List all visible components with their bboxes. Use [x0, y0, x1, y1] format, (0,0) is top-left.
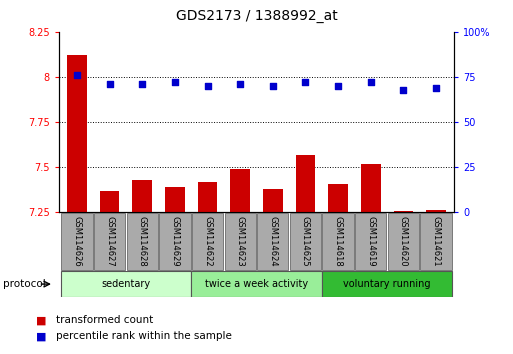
Text: GSM114626: GSM114626 [72, 216, 82, 267]
Text: twice a week activity: twice a week activity [205, 279, 308, 289]
Bar [127, 213, 158, 270]
Bar [225, 213, 256, 270]
Bar [94, 213, 125, 270]
Bar [165, 187, 185, 212]
Bar [192, 213, 223, 270]
Text: GDS2173 / 1388992_at: GDS2173 / 1388992_at [175, 9, 338, 23]
Text: GSM114619: GSM114619 [366, 216, 375, 267]
Point [432, 85, 440, 91]
Bar [361, 164, 381, 212]
Bar [426, 210, 446, 212]
Point [138, 81, 146, 87]
Point [399, 87, 407, 92]
Text: sedentary: sedentary [102, 279, 150, 289]
Bar [61, 271, 191, 297]
Bar [132, 180, 152, 212]
Text: percentile rank within the sample: percentile rank within the sample [56, 331, 232, 341]
Text: GSM114628: GSM114628 [138, 216, 147, 267]
Bar [328, 183, 348, 212]
Text: ■: ■ [36, 315, 46, 325]
Text: GSM114618: GSM114618 [333, 216, 343, 267]
Bar [393, 211, 413, 212]
Bar [323, 213, 354, 270]
Text: ■: ■ [36, 331, 46, 341]
Bar [420, 213, 452, 270]
Point [73, 72, 81, 78]
Bar [290, 213, 321, 270]
Bar [322, 271, 452, 297]
Point [269, 83, 277, 89]
Bar [61, 213, 93, 270]
Text: GSM114625: GSM114625 [301, 216, 310, 267]
Text: GSM114624: GSM114624 [268, 216, 278, 267]
Bar [388, 213, 419, 270]
Point [301, 80, 309, 85]
Point [171, 80, 179, 85]
Text: GSM114623: GSM114623 [235, 216, 245, 267]
Bar [159, 213, 190, 270]
Point [204, 83, 212, 89]
Text: GSM114629: GSM114629 [170, 216, 180, 267]
Text: voluntary running: voluntary running [343, 279, 431, 289]
Bar [67, 55, 87, 212]
Bar [257, 213, 288, 270]
Text: protocol: protocol [3, 279, 45, 289]
Point [334, 83, 342, 89]
Bar [263, 189, 283, 212]
Point [106, 81, 114, 87]
Text: GSM114620: GSM114620 [399, 216, 408, 267]
Bar [198, 182, 218, 212]
Text: GSM114622: GSM114622 [203, 216, 212, 267]
Bar [191, 271, 322, 297]
Text: GSM114627: GSM114627 [105, 216, 114, 267]
Text: GSM114621: GSM114621 [431, 216, 441, 267]
Text: transformed count: transformed count [56, 315, 154, 325]
Point [236, 81, 244, 87]
Bar [355, 213, 386, 270]
Point [367, 80, 375, 85]
Bar [295, 155, 315, 212]
Bar [230, 169, 250, 212]
Bar [100, 191, 120, 212]
